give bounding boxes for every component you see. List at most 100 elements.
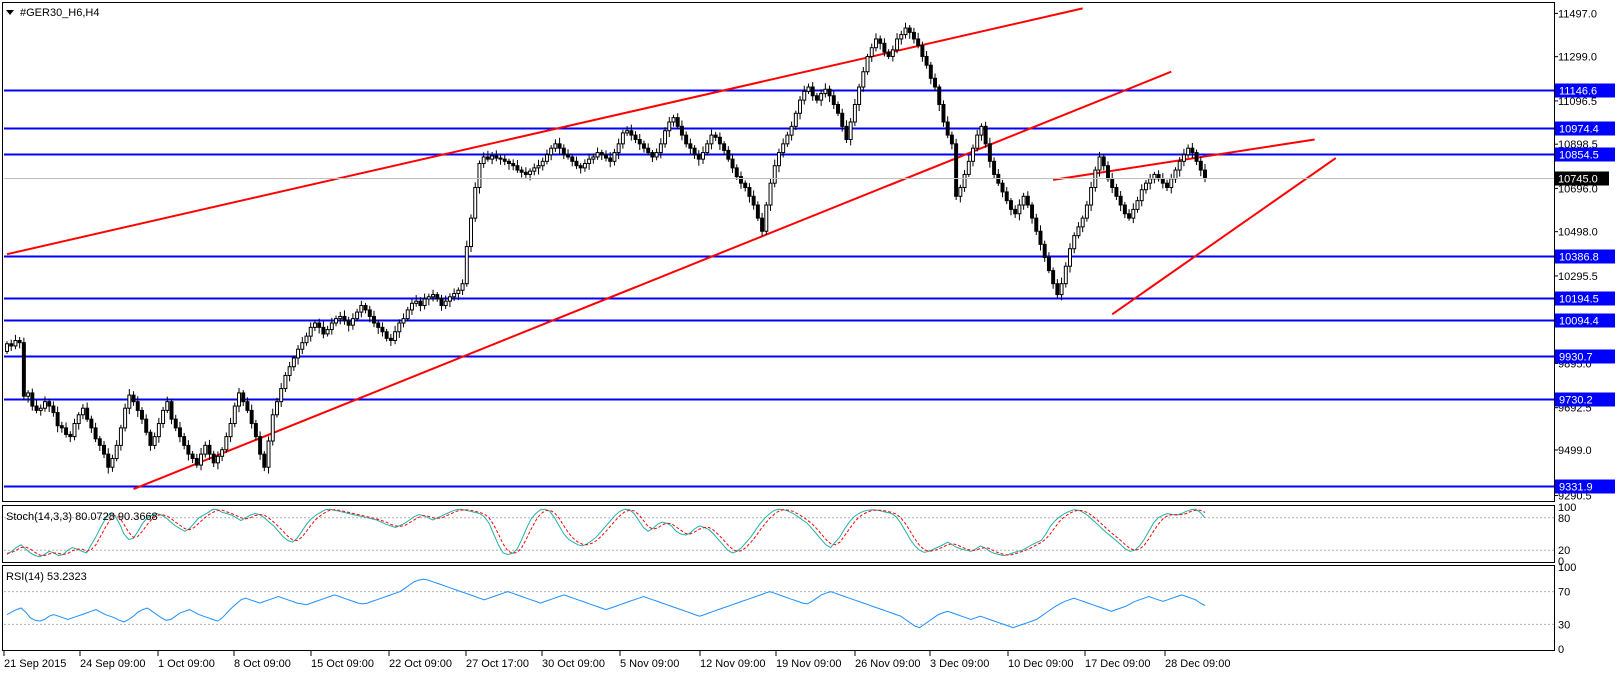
candle — [317, 318, 322, 334]
candle — [182, 432, 187, 450]
candle — [785, 131, 790, 147]
candle — [658, 138, 663, 159]
candle — [13, 334, 18, 350]
trend-line[interactable] — [6, 7, 1083, 256]
candle — [709, 129, 714, 150]
candle — [848, 118, 853, 146]
candle — [747, 183, 752, 203]
candle — [1190, 142, 1195, 159]
x-tick-label: 17 Dec 09:00 — [1085, 658, 1150, 670]
candle — [1127, 209, 1132, 221]
candle — [992, 157, 997, 180]
candle — [772, 159, 777, 188]
candle — [641, 140, 646, 153]
candle — [199, 447, 204, 471]
candle — [249, 404, 254, 429]
candle — [1017, 199, 1022, 221]
candle — [59, 421, 64, 433]
level-price-label: 10386.8 — [1559, 252, 1599, 264]
candle — [220, 447, 225, 462]
candle — [388, 333, 393, 346]
candle — [287, 361, 292, 382]
candle — [696, 150, 701, 166]
y-tick-label: 9290.5 — [1558, 491, 1592, 503]
level-price-label: 9930.7 — [1559, 352, 1593, 364]
candle — [764, 201, 769, 235]
candle — [933, 73, 938, 92]
candle — [983, 121, 988, 148]
candle — [1063, 262, 1068, 288]
candle — [426, 293, 431, 306]
candle — [215, 451, 220, 470]
candle — [173, 414, 178, 432]
candle — [409, 298, 414, 315]
candle — [869, 43, 874, 62]
candle — [949, 131, 954, 150]
trend-line[interactable] — [1111, 157, 1337, 316]
candle — [359, 300, 364, 318]
x-tick-label: 30 Oct 09:00 — [542, 658, 605, 670]
candle — [152, 432, 157, 450]
y-tick-label: 10696.0 — [1558, 183, 1598, 195]
level-price-tag — [1555, 313, 1615, 328]
candle — [1198, 156, 1203, 177]
candle — [937, 84, 942, 112]
candle — [882, 38, 887, 57]
candle — [637, 134, 642, 150]
candle — [1186, 144, 1191, 158]
y-tick-label: 9499.0 — [1558, 445, 1592, 457]
x-tick-label: 5 Nov 09:00 — [620, 658, 679, 670]
candle — [705, 139, 710, 156]
candle — [1046, 252, 1051, 274]
candle — [38, 404, 43, 416]
candle — [903, 22, 908, 39]
candle — [1093, 166, 1098, 192]
candle — [431, 289, 436, 302]
stoch-panel-border — [2, 505, 1555, 563]
candle — [730, 153, 735, 173]
candle — [873, 33, 878, 52]
candle — [380, 322, 385, 337]
candle — [857, 83, 862, 112]
candle — [140, 407, 144, 424]
candle — [1008, 198, 1013, 216]
candle — [460, 279, 465, 296]
candle — [629, 124, 634, 141]
candle — [245, 397, 250, 414]
candle — [26, 390, 31, 403]
candle — [1177, 156, 1182, 177]
candle — [616, 138, 621, 160]
rsi-line — [6, 578, 1206, 629]
indicator-tick-label: 0 — [1558, 556, 1564, 568]
candle — [308, 322, 313, 342]
candle — [1021, 192, 1026, 210]
candle — [186, 440, 191, 461]
trend-line[interactable] — [133, 70, 1172, 491]
candle — [144, 414, 149, 436]
candle — [798, 95, 803, 120]
candle — [760, 212, 765, 237]
candle — [9, 339, 14, 351]
rsi-title: RSI(14) 53.2323 — [6, 571, 87, 583]
candle — [498, 154, 503, 165]
candle — [274, 397, 279, 418]
candle — [717, 132, 722, 150]
candle — [954, 138, 959, 200]
candle — [507, 158, 511, 170]
candle — [941, 100, 946, 127]
stoch-title: Stoch(14,3,3) 80.0728 90.3668 — [6, 511, 158, 523]
level-price-tag — [1555, 349, 1615, 364]
candle — [684, 131, 689, 148]
level-price-label: 9331.9 — [1559, 482, 1593, 494]
main-line — [6, 508, 1206, 558]
indicator-tick-label: 70 — [1558, 587, 1570, 599]
candle — [85, 402, 90, 422]
candle — [1025, 191, 1030, 209]
candle — [224, 432, 229, 453]
candle — [232, 402, 237, 428]
candle — [283, 372, 288, 393]
chart-title: #GER30_H6,H4 — [20, 7, 100, 19]
triangle-down-icon[interactable] — [6, 10, 14, 15]
candle — [334, 315, 339, 327]
candle — [414, 295, 419, 307]
